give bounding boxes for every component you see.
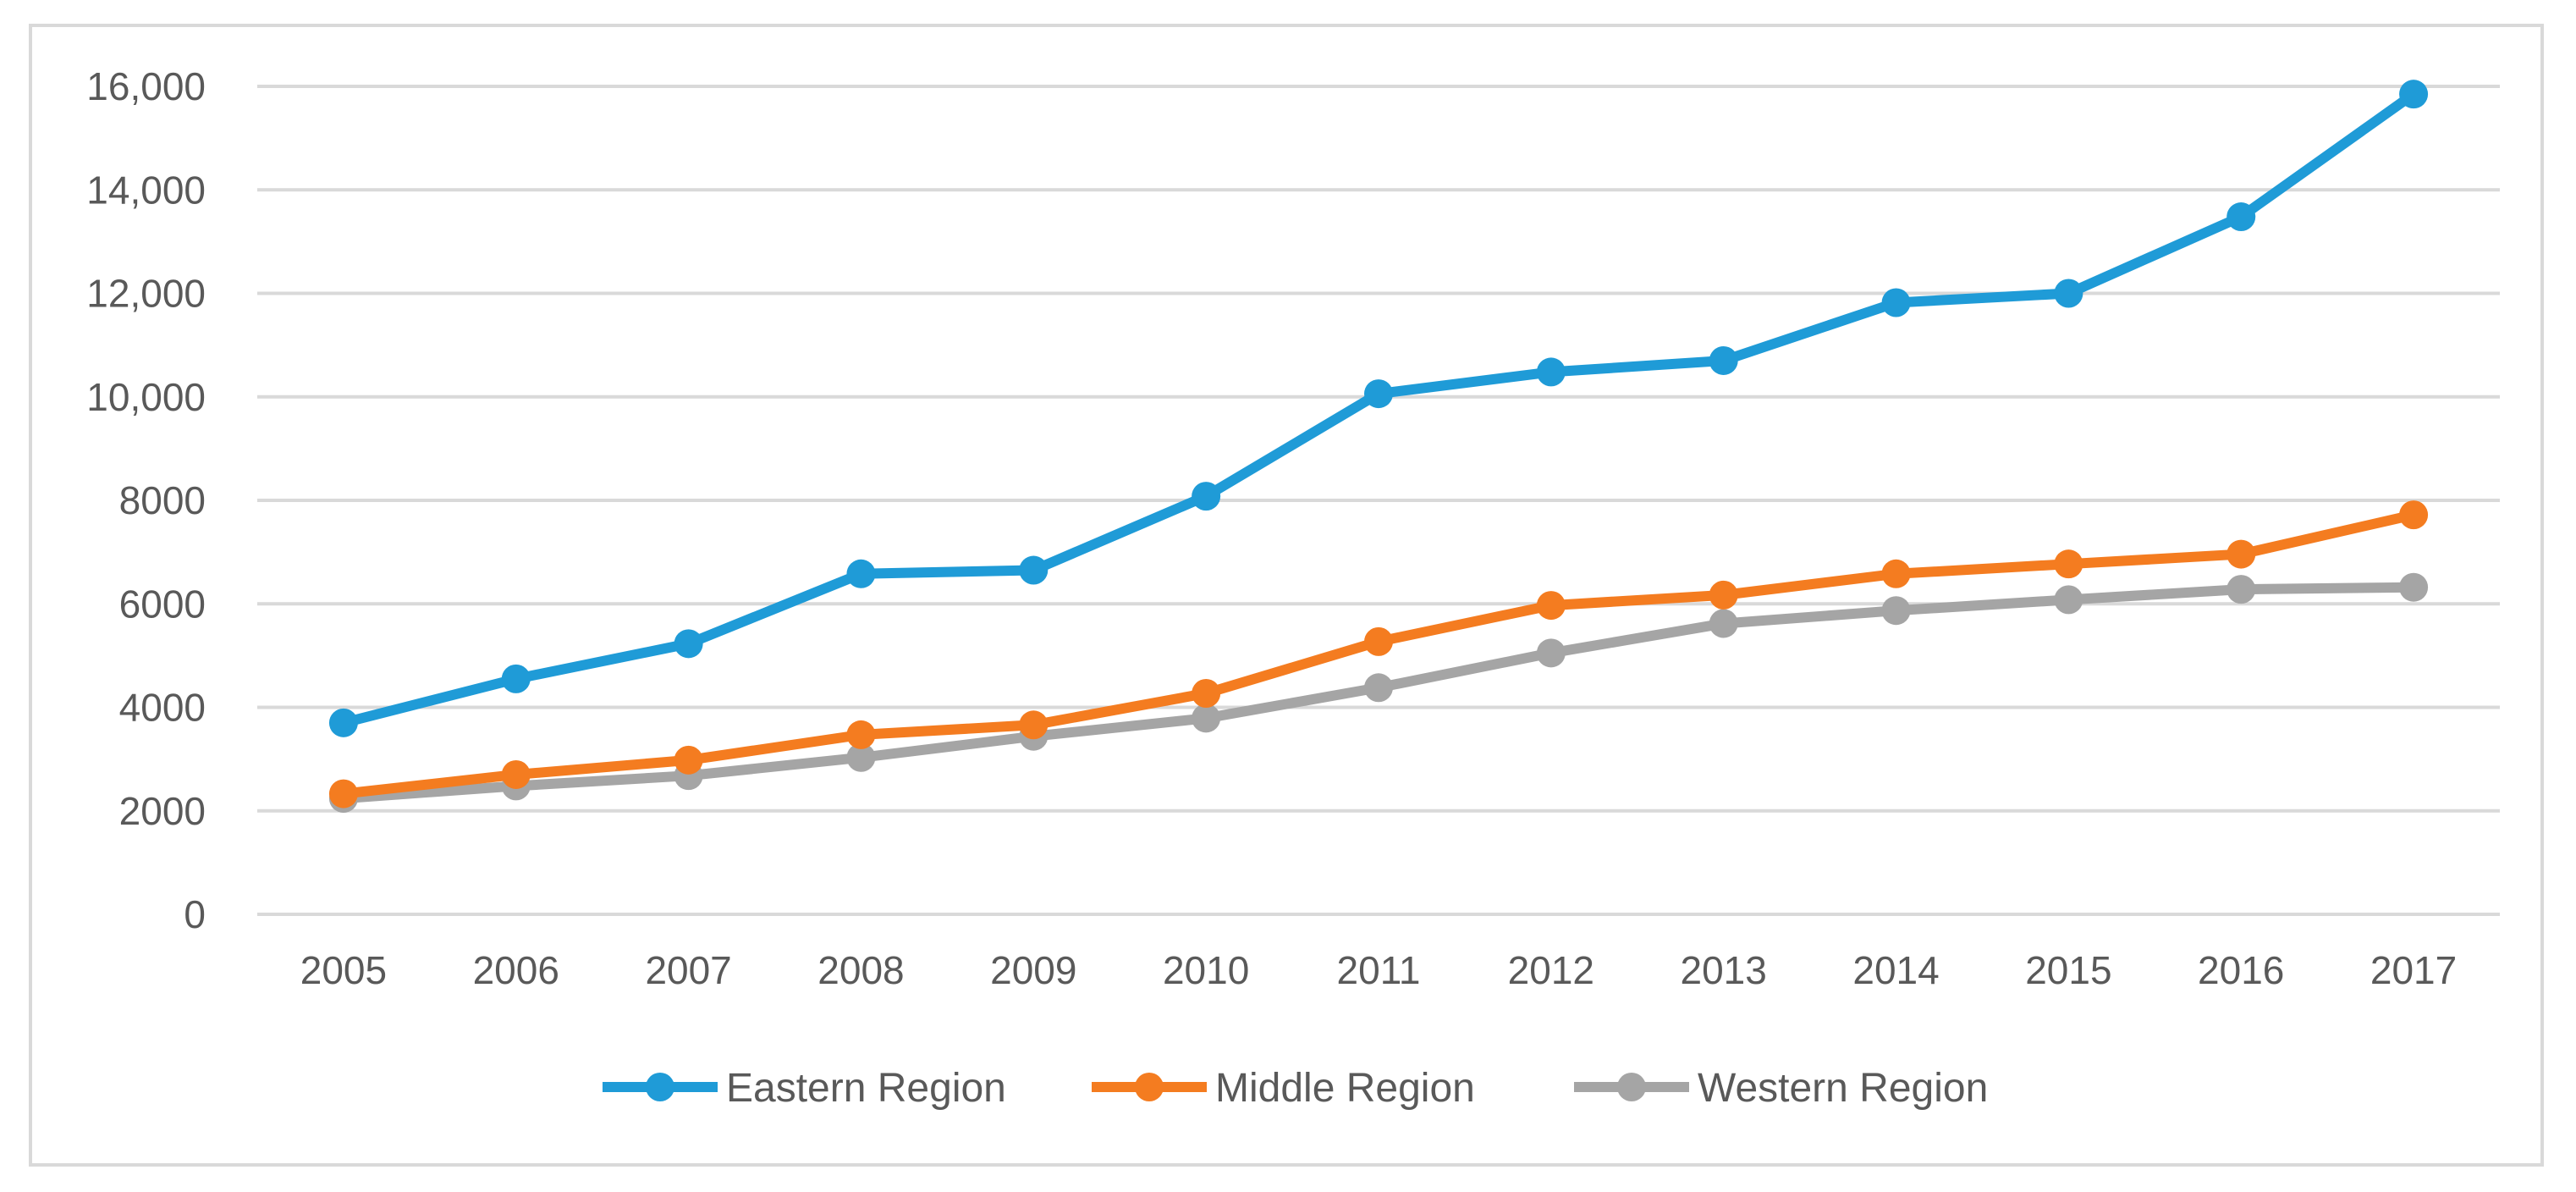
data-point bbox=[2054, 549, 2083, 579]
x-tick-label: 2006 bbox=[473, 948, 559, 992]
data-point bbox=[1709, 580, 1738, 610]
y-tick-label: 4000 bbox=[119, 686, 206, 730]
data-point bbox=[1536, 638, 1566, 668]
data-point bbox=[674, 745, 703, 775]
x-tick-label: 2016 bbox=[2198, 948, 2284, 992]
data-point bbox=[328, 708, 358, 737]
data-point bbox=[501, 759, 531, 789]
y-axis-tick-labels: 0 2000 4000 6000 8000 10,000 12,000 14,000 16,00… bbox=[86, 64, 206, 936]
data-point bbox=[1364, 379, 1393, 409]
y-tick-label: 16,000 bbox=[86, 64, 206, 108]
legend-marker bbox=[1617, 1073, 1646, 1101]
data-point bbox=[328, 779, 358, 808]
data-point bbox=[2399, 500, 2429, 530]
y-tick-label: 2000 bbox=[119, 789, 206, 833]
x-tick-label: 2013 bbox=[1681, 948, 1767, 992]
legend: Eastern Region Middle Region Western Regio… bbox=[603, 1066, 1988, 1111]
data-point bbox=[1364, 626, 1393, 656]
series-western-region bbox=[328, 572, 2429, 814]
x-tick-label: 2009 bbox=[990, 948, 1076, 992]
legend-label: Eastern Region bbox=[726, 1066, 1006, 1111]
legend-item: Middle Region bbox=[1092, 1066, 1475, 1111]
legend-marker bbox=[1135, 1073, 1164, 1101]
x-tick-label: 2007 bbox=[645, 948, 731, 992]
x-tick-label: 2017 bbox=[2370, 948, 2457, 992]
data-point bbox=[1536, 591, 1566, 621]
data-point bbox=[2226, 202, 2256, 232]
data-point bbox=[674, 629, 703, 659]
data-point bbox=[2226, 575, 2256, 604]
series-eastern-region bbox=[328, 80, 2429, 737]
data-point bbox=[1019, 555, 1049, 585]
data-point bbox=[2054, 279, 2083, 308]
chart-frame: 0 2000 4000 6000 8000 10,000 12,000 14,000 16,00… bbox=[29, 24, 2544, 1167]
data-point bbox=[846, 720, 876, 749]
data-point bbox=[1019, 710, 1049, 740]
x-tick-label: 2015 bbox=[2025, 948, 2111, 992]
data-point bbox=[846, 742, 876, 772]
data-point bbox=[501, 664, 531, 693]
x-tick-label: 2014 bbox=[1852, 948, 1939, 992]
legend-label: Western Region bbox=[1698, 1066, 1988, 1111]
x-tick-label: 2008 bbox=[817, 948, 904, 992]
data-point bbox=[1881, 288, 1911, 317]
data-point bbox=[1881, 596, 1911, 626]
x-tick-label: 2011 bbox=[1337, 948, 1421, 992]
y-tick-label: 8000 bbox=[119, 478, 206, 522]
data-point bbox=[2399, 80, 2429, 109]
data-point bbox=[2226, 539, 2256, 569]
data-point bbox=[846, 559, 876, 588]
data-point bbox=[1881, 559, 1911, 588]
y-tick-label: 6000 bbox=[119, 582, 206, 626]
data-point bbox=[2054, 585, 2083, 615]
line-chart: 0 2000 4000 6000 8000 10,000 12,000 14,000 16,00… bbox=[86, 64, 2500, 1111]
legend-item: Eastern Region bbox=[603, 1066, 1006, 1111]
x-axis-tick-labels: 2005 2006 2007 2008 2009 2010 2011 2012 2013 2014… bbox=[300, 948, 2457, 992]
data-point bbox=[2399, 572, 2429, 602]
data-point bbox=[1192, 704, 1221, 733]
y-tick-label: 12,000 bbox=[86, 272, 206, 316]
legend-item: Western Region bbox=[1574, 1066, 1988, 1111]
data-point bbox=[1192, 482, 1221, 511]
data-point bbox=[1364, 673, 1393, 703]
y-tick-label: 10,000 bbox=[86, 375, 206, 419]
data-point bbox=[1709, 609, 1738, 638]
x-tick-label: 2012 bbox=[1508, 948, 1594, 992]
x-tick-label: 2010 bbox=[1163, 948, 1249, 992]
legend-label: Middle Region bbox=[1215, 1066, 1475, 1111]
series-middle-region bbox=[328, 500, 2429, 808]
data-point bbox=[1536, 357, 1566, 387]
legend-marker bbox=[646, 1073, 674, 1101]
y-tick-label: 0 bbox=[184, 892, 206, 936]
data-point bbox=[1709, 345, 1738, 375]
x-tick-label: 2005 bbox=[300, 948, 387, 992]
gridlines bbox=[257, 85, 2500, 916]
y-tick-label: 14,000 bbox=[86, 168, 206, 212]
series-lines bbox=[328, 80, 2429, 814]
data-point bbox=[1192, 678, 1221, 708]
